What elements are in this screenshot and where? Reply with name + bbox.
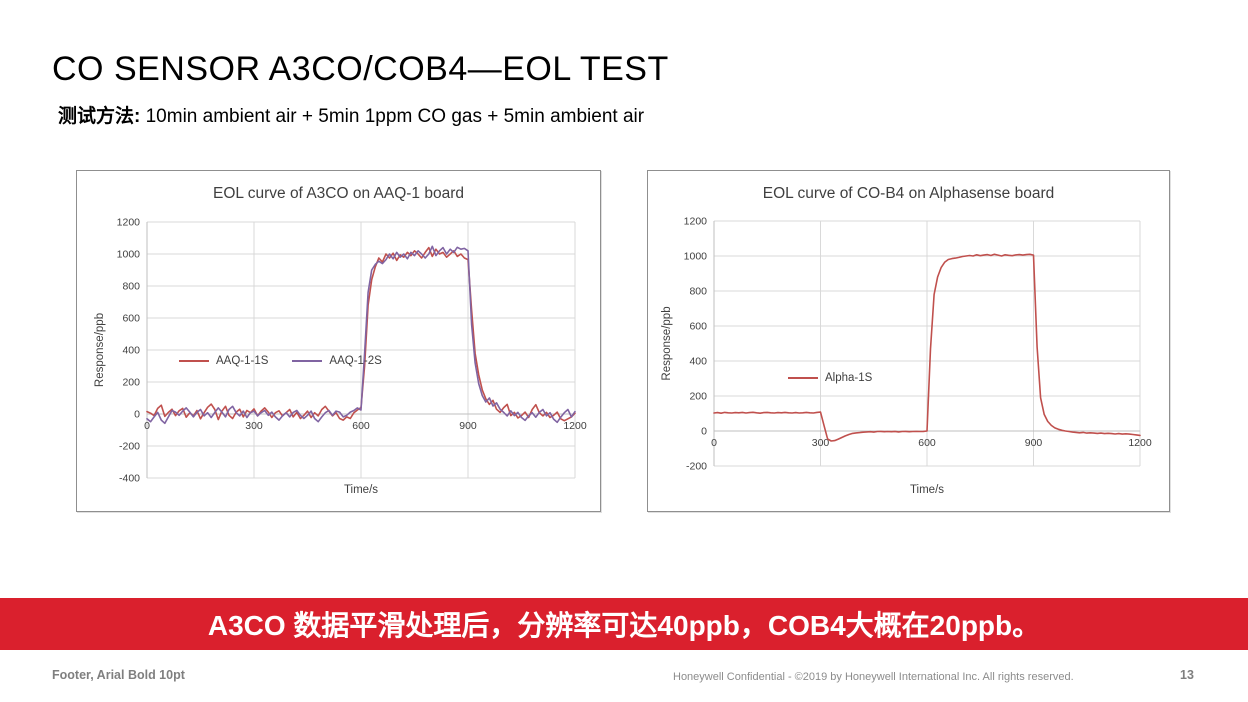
- footer-page-number: 13: [1180, 668, 1194, 682]
- x-axis-title: Time/s: [344, 484, 378, 496]
- svg-text:800: 800: [122, 281, 140, 293]
- footer-left-text: Footer, Arial Bold 10pt: [52, 668, 185, 682]
- svg-text:300: 300: [812, 437, 830, 449]
- svg-text:1000: 1000: [117, 249, 141, 261]
- legend-label: Alpha-1S: [825, 372, 873, 384]
- svg-text:0: 0: [134, 409, 140, 421]
- svg-text:200: 200: [689, 391, 707, 403]
- svg-text:900: 900: [459, 420, 477, 432]
- series-line-Alpha-1S: [713, 253, 1141, 442]
- svg-text:1200: 1200: [117, 217, 141, 229]
- gridlines: [146, 221, 576, 479]
- svg-text:600: 600: [689, 321, 707, 333]
- chart-cob4-alphasense-board: -200 0 200 400 600 800 1000 1200 0 300 600 900 1200 R…: [647, 170, 1170, 512]
- svg-text:1000: 1000: [684, 251, 708, 263]
- legend-item-aaq-1-2s: AAQ-1-2S: [292, 355, 382, 367]
- svg-text:-400: -400: [119, 473, 140, 485]
- svg-text:600: 600: [352, 420, 370, 432]
- legend-right-chart: Alpha-1S: [788, 372, 872, 384]
- svg-text:300: 300: [245, 420, 263, 432]
- svg-text:900: 900: [1025, 437, 1043, 449]
- legend-label: AAQ-1-1S: [216, 355, 269, 367]
- chart-a3co-aaq1-board: -400 -200 0 200 400 600 800 1000 1200 0 300 600 900 1…: [76, 170, 601, 512]
- x-axis-title: Time/s: [910, 484, 944, 496]
- footer-confidential-text: Honeywell Confidential - ©2019 by Honeyw…: [673, 671, 1074, 683]
- axis-tick-labels: -400 -200 0 200 400 600 800 1000 1200 0 300 600 900 1…: [117, 217, 587, 485]
- test-method-label: 测试方法:: [58, 106, 141, 127]
- svg-text:1200: 1200: [684, 216, 708, 228]
- test-method-text: 10min ambient air + 5min 1ppm CO gas + 5…: [140, 106, 645, 127]
- svg-text:1200: 1200: [1128, 437, 1152, 449]
- legend-label: AAQ-1-2S: [329, 355, 382, 367]
- svg-text:0: 0: [711, 437, 717, 449]
- chart-plot-svg-left: -400 -200 0 200 400 600 800 1000 1200 0 300 600 900 1…: [94, 217, 587, 497]
- conclusion-banner: A3CO 数据平滑处理后，分辨率可达40ppb，COB4大概在20ppb。: [0, 598, 1248, 650]
- legend-line-sample-red-icon: [179, 360, 209, 362]
- svg-text:400: 400: [122, 345, 140, 357]
- svg-text:-200: -200: [119, 441, 140, 453]
- svg-text:600: 600: [918, 437, 936, 449]
- legend-line-sample-red-icon: [788, 377, 818, 379]
- test-method-line: 测试方法: 10min ambient air + 5min 1ppm CO g…: [58, 101, 644, 128]
- svg-text:800: 800: [689, 286, 707, 298]
- svg-text:0: 0: [701, 426, 707, 438]
- page-title: CO SENSOR A3CO/COB4—EOL TEST: [52, 50, 669, 88]
- svg-text:200: 200: [122, 377, 140, 389]
- svg-text:-200: -200: [686, 461, 707, 473]
- legend-line-sample-purple-icon: [292, 360, 323, 362]
- chart-plot-svg-right: -200 0 200 400 600 800 1000 1200 0 300 600 900 1200 R…: [661, 216, 1152, 497]
- svg-text:0: 0: [144, 420, 150, 432]
- svg-text:600: 600: [122, 313, 140, 325]
- svg-text:400: 400: [689, 356, 707, 368]
- legend-item-alpha-1s: Alpha-1S: [788, 372, 872, 384]
- legend-left-chart: AAQ-1-1S AAQ-1-2S: [179, 355, 382, 367]
- legend-item-aaq-1-1s: AAQ-1-1S: [179, 355, 268, 367]
- series-line-AAQ-1-2S: [146, 245, 576, 425]
- conclusion-text: A3CO 数据平滑处理后，分辨率可达40ppb，COB4大概在20ppb。: [207, 610, 1041, 641]
- axis-tick-labels: -200 0 200 400 600 800 1000 1200 0 300 600 900 1200: [684, 216, 1152, 473]
- y-axis-title: Response/ppb: [94, 313, 106, 387]
- y-axis-title: Response/ppb: [661, 306, 673, 380]
- svg-text:1200: 1200: [563, 420, 587, 432]
